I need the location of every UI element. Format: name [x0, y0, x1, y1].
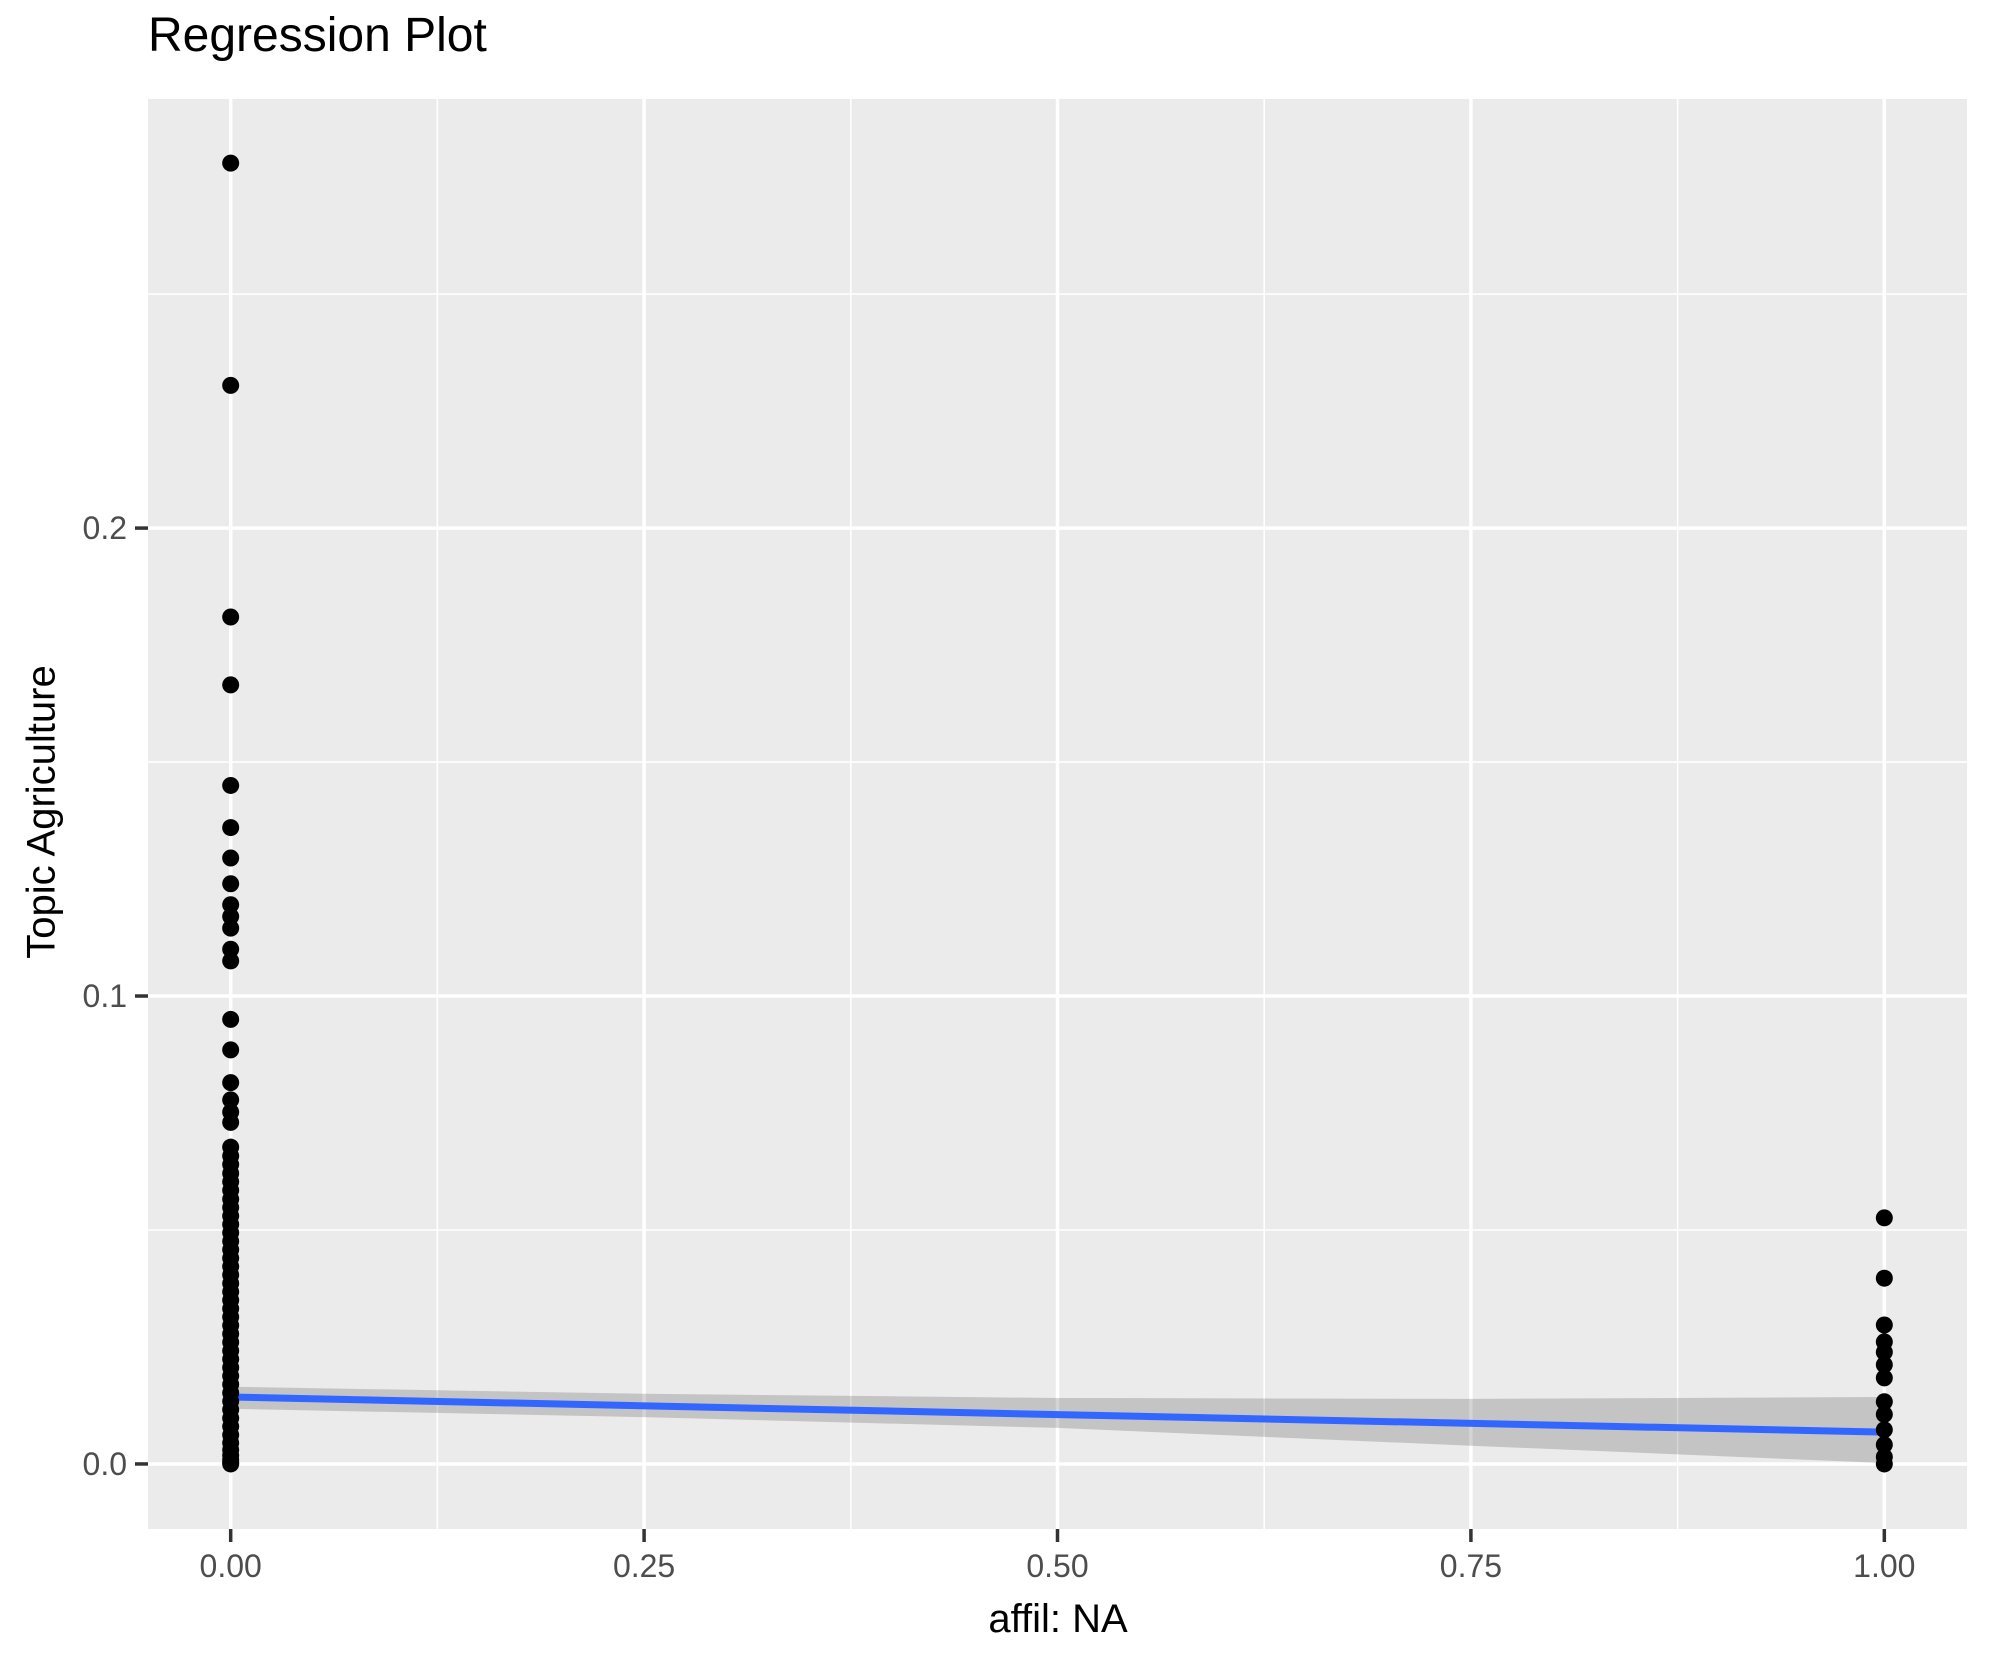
x-tick-label: 1.00: [1853, 1548, 1915, 1584]
data-point: [222, 676, 240, 694]
data-point: [222, 849, 240, 867]
data-point: [222, 940, 240, 958]
data-point: [1875, 1316, 1893, 1334]
data-point: [1875, 1356, 1893, 1374]
data-point: [222, 776, 240, 794]
data-point: [222, 1091, 240, 1109]
x-tick-label: 0.00: [200, 1548, 262, 1584]
regression-line: [230, 1393, 1885, 1436]
data-point: [222, 1010, 240, 1028]
data-point: [222, 919, 240, 937]
data-point: [1875, 1436, 1893, 1454]
data-point: [1875, 1369, 1893, 1387]
plot-title: Regression Plot: [148, 9, 487, 62]
data-point: [222, 875, 240, 893]
data-point: [222, 1074, 240, 1092]
x-tick-label: 0.25: [613, 1548, 675, 1584]
data-point: [222, 1455, 240, 1473]
data-point: [1875, 1455, 1893, 1473]
data-point: [222, 608, 240, 626]
data-point: [222, 1113, 240, 1131]
data-point: [222, 819, 240, 837]
data-point: [222, 952, 240, 970]
data-point: [1875, 1405, 1893, 1423]
x-tick-label: 0.50: [1026, 1548, 1088, 1584]
y-tick-label: 0.0: [83, 1446, 127, 1482]
data-point: [1875, 1421, 1893, 1439]
data-point: [222, 907, 240, 925]
data-point: [222, 154, 240, 172]
x-axis-title: affil: NA: [988, 1597, 1128, 1641]
y-tick-label: 0.1: [83, 978, 127, 1014]
data-point: [1875, 1393, 1893, 1411]
x-tick-label: 0.75: [1440, 1548, 1502, 1584]
y-tick-label: 0.2: [83, 510, 127, 546]
data-point: [222, 1041, 240, 1059]
data-point: [1875, 1209, 1893, 1227]
data-point: [222, 896, 240, 914]
data-point: [222, 376, 240, 394]
data-point: [1875, 1269, 1893, 1287]
data-point: [1875, 1343, 1893, 1361]
y-axis-title: Topic Agriculture: [19, 665, 64, 959]
